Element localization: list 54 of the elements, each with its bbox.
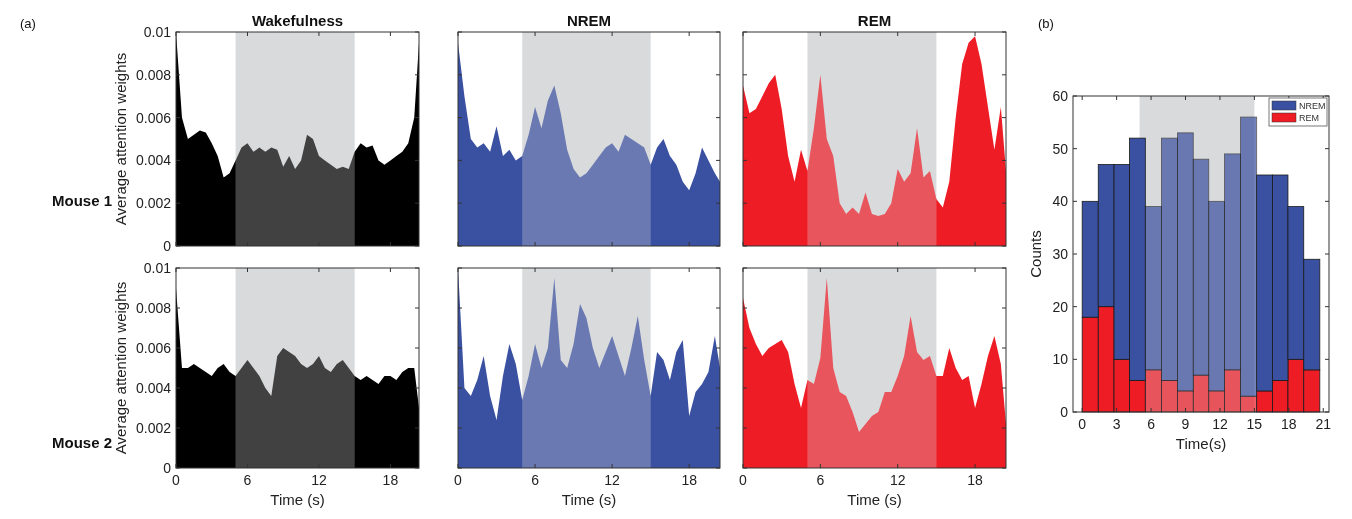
y-tick-label: 0.004: [135, 380, 172, 396]
x-tick-label: 18: [967, 472, 984, 488]
y-tick-label: 0: [163, 238, 172, 254]
y-tick-label: 0.01: [143, 260, 172, 276]
y-tick-label: 40: [1052, 193, 1069, 210]
legend-label: NREM: [1299, 101, 1326, 111]
y-tick-label: 0.008: [135, 300, 172, 316]
x-tick-label: 18: [681, 472, 698, 488]
y-tick-label: 0.002: [135, 195, 172, 212]
x-tick-label: 3: [1112, 416, 1121, 432]
x-tick-label: 6: [243, 472, 252, 488]
y-axis-title: Counts: [1027, 230, 1044, 278]
y-tick-label: 30: [1052, 246, 1069, 262]
x-tick-label: 12: [1212, 416, 1228, 432]
x-axis-title: Time(s): [1175, 435, 1227, 452]
chart-title: Wakefulness: [251, 12, 344, 29]
x-tick-label: 12: [311, 472, 327, 488]
y-tick-label: 0.01: [143, 24, 172, 40]
y-axis-title: Average attention weights: [112, 281, 129, 455]
x-tick-label: 6: [816, 472, 825, 488]
x-tick-label: 6: [1147, 416, 1156, 432]
legend-label: REM: [1299, 113, 1319, 123]
y-tick-label: 60: [1052, 88, 1069, 104]
y-tick-label: 20: [1052, 298, 1069, 315]
x-tick-label: 18: [382, 472, 399, 488]
y-tick-label: 0.004: [135, 152, 172, 169]
y-tick-label: 0.006: [135, 340, 172, 356]
y-tick-label: 50: [1052, 140, 1069, 157]
x-tick-label: 6: [531, 472, 540, 488]
x-axis-title: Time (s): [847, 491, 902, 508]
y-tick-label: 0: [163, 460, 172, 476]
y-axis-title: Average attention weights: [112, 52, 129, 226]
y-tick-label: 0.008: [135, 66, 172, 83]
x-tick-label: 0: [454, 472, 463, 488]
x-tick-label: 9: [1181, 416, 1190, 432]
chart-title: REM: [857, 12, 892, 29]
x-tick-label: 0: [739, 472, 748, 488]
chart-title: NREM: [566, 12, 612, 29]
y-tick-label: 0.006: [135, 109, 172, 126]
x-axis-title: Time (s): [270, 491, 325, 508]
x-tick-label: 21: [1315, 416, 1332, 432]
x-tick-label: 15: [1246, 416, 1263, 432]
x-tick-label: 0: [1078, 416, 1087, 432]
y-tick-label: 0: [1060, 404, 1069, 420]
text: Mouse 2: [51, 434, 112, 451]
text: Mouse 1: [51, 192, 112, 209]
y-tick-label: 10: [1052, 351, 1069, 368]
x-axis-title: Time (s): [561, 491, 617, 508]
text: (b): [1038, 16, 1054, 31]
x-tick-label: 12: [889, 472, 906, 488]
text: (a): [20, 16, 36, 31]
y-tick-label: 0.002: [135, 420, 172, 436]
x-tick-label: 12: [604, 472, 621, 488]
x-tick-label: 18: [1281, 416, 1297, 432]
